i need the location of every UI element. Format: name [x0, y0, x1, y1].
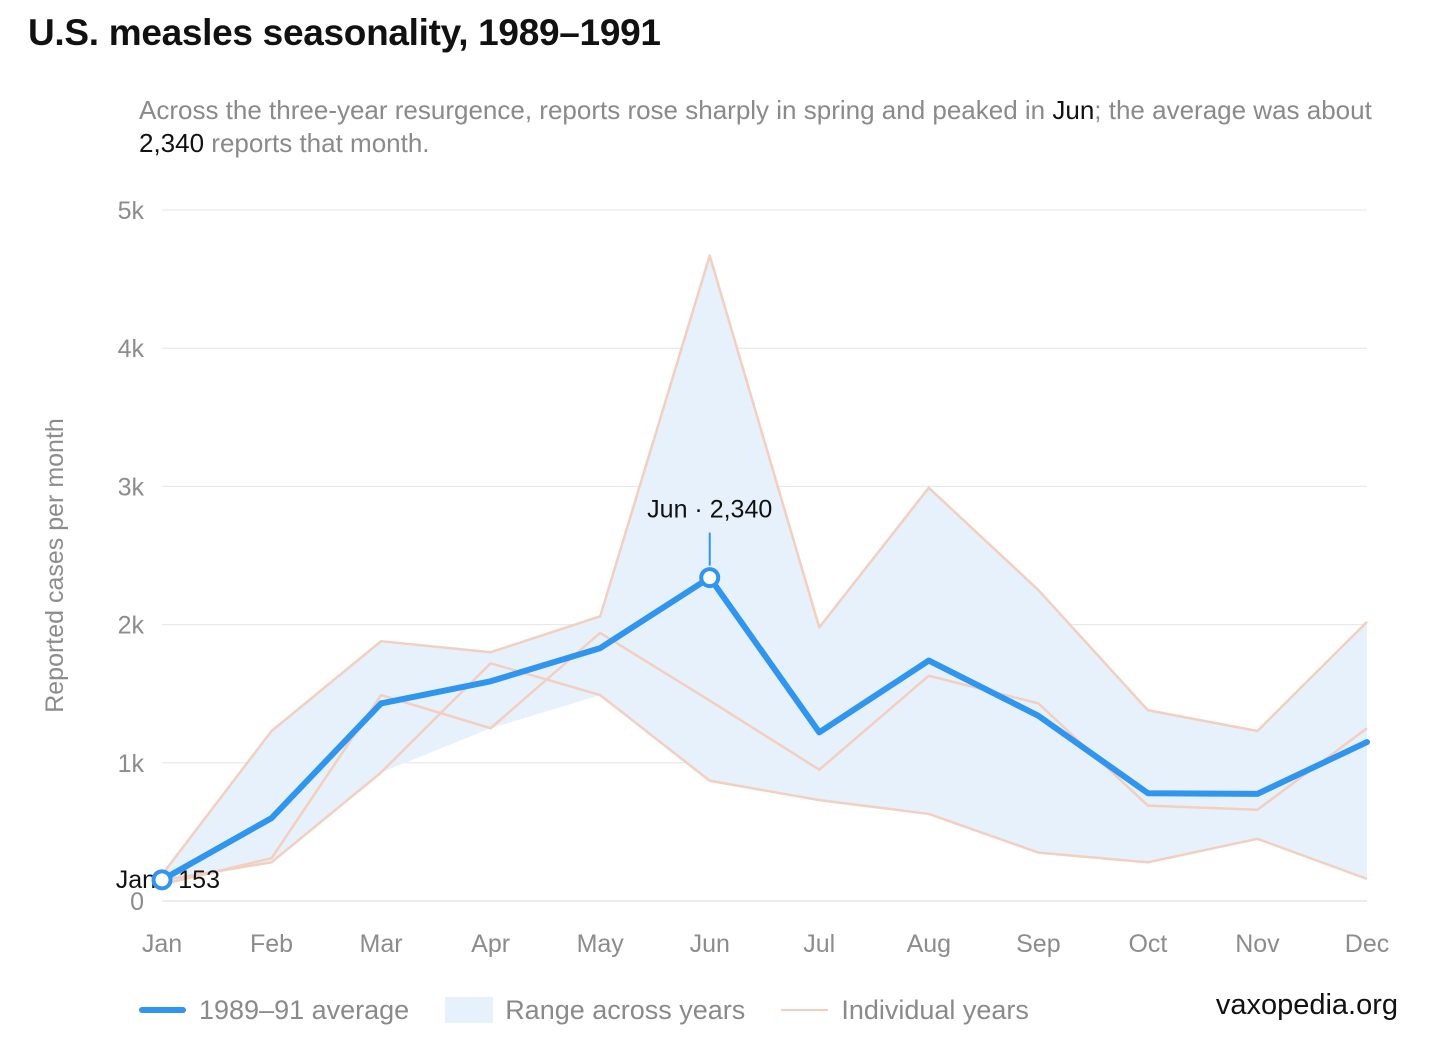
- legend-label-range: Range across years: [505, 994, 746, 1025]
- x-tick-label-nov: Nov: [1235, 930, 1280, 958]
- y-axis-title: Reported cases per month: [41, 418, 69, 713]
- subtitle-peak-month: Jun: [1052, 95, 1095, 125]
- legend-label-individual: Individual years: [841, 994, 1029, 1025]
- y-tick-label: 4k: [118, 335, 145, 363]
- legend-item-individual: Individual years: [781, 995, 1029, 1026]
- x-tick-label-jan: Jan: [142, 930, 182, 958]
- axes: 0 1k 2k 3k 4k 5k Jan Feb Mar Apr May Jun Jul Aug Sep Oc…: [41, 197, 1389, 958]
- range-band-area: [162, 255, 1367, 885]
- legend: 1989–91 average Range across years Indiv…: [139, 990, 1065, 1030]
- individual-year-line-1: [161, 254, 1368, 876]
- individual-year-line-3: [161, 662, 1368, 882]
- y-tick-label: 5k: [118, 197, 145, 225]
- x-tick-label-jul: Jul: [803, 930, 835, 958]
- legend-item-average: 1989–91 average: [139, 995, 409, 1026]
- y-tick-label: 2k: [118, 612, 145, 640]
- x-tick-label-aug: Aug: [907, 930, 951, 958]
- x-tick-label-mar: Mar: [360, 930, 403, 958]
- y-tick-label: 3k: [118, 473, 145, 501]
- subtitle-peak-value: 2,340: [139, 128, 205, 158]
- x-tick-label-apr: Apr: [471, 930, 510, 958]
- x-tick-label-sep: Sep: [1016, 930, 1060, 958]
- y-tick-label: 0: [130, 888, 144, 916]
- x-tick-label-feb: Feb: [250, 930, 293, 958]
- x-tick-label-oct: Oct: [1128, 930, 1167, 958]
- subtitle-text-1: Across the three-year resurgence, report…: [139, 95, 1053, 125]
- annotation-marker-jan: [151, 869, 173, 891]
- legend-swatch-range: [445, 997, 494, 1023]
- annotation-label-jun: Jun · 2,340: [647, 496, 772, 524]
- range-band: [162, 255, 1367, 885]
- legend-swatch-individual: [781, 1009, 829, 1011]
- average-line: [159, 574, 1370, 883]
- subtitle-text-3: reports that month.: [204, 128, 430, 158]
- annotation-marker-jun: [699, 567, 721, 589]
- average-line-layer: [159, 574, 1370, 883]
- x-tick-label-jun: Jun: [690, 930, 730, 958]
- x-tick-label-may: May: [577, 930, 625, 958]
- legend-item-range: Range across years: [445, 995, 745, 1026]
- chart-title: U.S. measles seasonality, 1989–1991: [28, 12, 661, 53]
- legend-swatch-average: [139, 1007, 186, 1013]
- subtitle-text-2: ; the average was about: [1094, 95, 1372, 125]
- source-credit: vaxopedia.org: [1215, 989, 1398, 1021]
- legend-label-average: 1989–91 average: [199, 994, 410, 1025]
- chart-subtitle: Across the three-year resurgence, report…: [139, 94, 1439, 160]
- x-tick-label-dec: Dec: [1345, 930, 1389, 958]
- y-tick-label: 1k: [118, 750, 145, 778]
